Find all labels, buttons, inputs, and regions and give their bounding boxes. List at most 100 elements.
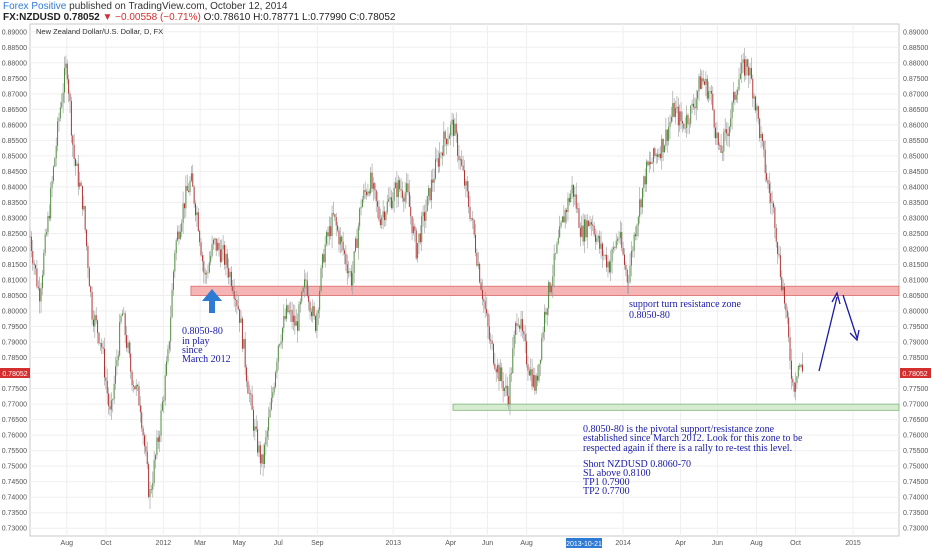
candle-body — [388, 199, 390, 202]
candle-body — [801, 364, 803, 372]
candle-body — [46, 232, 48, 235]
candle-body — [224, 245, 225, 265]
x-tick-label: May — [233, 540, 247, 547]
candle-body — [786, 310, 788, 318]
candle-body — [246, 367, 248, 382]
candle-body — [481, 289, 483, 300]
candle-body — [487, 313, 489, 327]
candle-body — [683, 123, 685, 129]
candle-body — [315, 316, 317, 331]
candle-body — [530, 369, 532, 376]
candle-body — [79, 182, 81, 187]
candle-body — [475, 234, 477, 253]
candle-body — [687, 115, 689, 124]
candle-body — [150, 489, 152, 490]
candle-body — [666, 129, 668, 141]
candle-body — [319, 290, 321, 311]
y-tick-label-left: 0.79500 — [2, 324, 27, 331]
candle-body — [159, 435, 161, 442]
candle-body — [272, 392, 274, 398]
candle-body — [155, 455, 157, 460]
candle-body — [626, 270, 628, 283]
candle-body — [284, 316, 286, 319]
zone-annotation-line-2: 0.8050-80 — [629, 310, 670, 321]
candle-body — [473, 220, 475, 235]
y-tick-label-right: 0.86000 — [903, 122, 928, 129]
candle-body — [458, 155, 460, 161]
candle-body — [225, 253, 227, 265]
candle-body — [119, 322, 121, 356]
candle-body — [120, 315, 122, 323]
candle-body — [192, 173, 194, 187]
y-tick-label-left: 0.75500 — [2, 448, 27, 455]
candle-body — [309, 301, 311, 312]
candle-body — [378, 206, 380, 220]
candle-body — [77, 163, 79, 187]
candle-body — [767, 180, 769, 184]
y-tick-label-left: 0.76500 — [2, 417, 27, 424]
candle-body — [492, 344, 494, 364]
candle-body — [184, 203, 185, 209]
candle-body — [575, 194, 577, 209]
drop-arrow-head — [849, 329, 860, 342]
candle-body — [608, 261, 610, 273]
y-tick-label-left: 0.89000 — [2, 29, 27, 36]
candle-body — [370, 172, 372, 194]
candle-body — [777, 241, 779, 254]
y-tick-label-right: 0.77000 — [903, 402, 928, 409]
y-tick-label-left: 0.85500 — [2, 138, 27, 145]
author-link[interactable]: Forex Positive — [3, 1, 67, 12]
candle-body — [121, 313, 123, 316]
y-tick-label-right: 0.79000 — [903, 340, 928, 347]
candle-body — [130, 353, 132, 372]
candle-body — [384, 211, 385, 221]
candle-body — [739, 73, 741, 80]
candle-body — [153, 459, 155, 483]
candle-body — [541, 337, 543, 360]
candle-body — [381, 217, 383, 226]
candle-body — [43, 252, 45, 276]
candle-body — [361, 199, 363, 207]
candle-body — [269, 409, 271, 418]
candle-body — [713, 109, 715, 128]
candle-body — [615, 240, 617, 248]
candle-body — [178, 231, 180, 239]
candle-body — [509, 374, 511, 405]
candle-body — [148, 464, 150, 497]
candle-body — [721, 151, 723, 153]
candle-body — [185, 185, 187, 209]
y-tick-label-left: 0.73500 — [2, 510, 27, 517]
candle-body — [331, 213, 333, 236]
candle-body — [738, 79, 740, 91]
candle-body — [217, 242, 219, 251]
candle-body — [443, 131, 445, 156]
y-tick-label-left: 0.85000 — [2, 153, 27, 160]
candle-body — [763, 140, 765, 150]
candle-body — [538, 363, 540, 381]
candle-body — [359, 208, 361, 227]
y-tick-label-left: 0.84000 — [2, 184, 27, 191]
y-tick-label-right: 0.83000 — [903, 215, 928, 222]
candle-body — [574, 194, 576, 197]
candle-body — [357, 226, 359, 248]
last-price: 0.78052 — [63, 12, 100, 23]
y-tick-label-left: 0.88500 — [2, 45, 27, 52]
candle-body — [593, 225, 595, 235]
candle-body — [228, 268, 230, 278]
candle-body — [635, 234, 637, 237]
candle-body — [734, 92, 736, 100]
candle-body — [69, 93, 71, 102]
candle-body — [680, 111, 682, 122]
y-tick-label-right: 0.77500 — [903, 386, 928, 393]
candle-body — [728, 127, 730, 137]
candle-body — [490, 339, 492, 341]
candle-body — [201, 255, 203, 262]
candle-body — [695, 98, 697, 109]
candle-body — [200, 242, 202, 256]
left-annotation-line-3: since — [182, 345, 203, 356]
candle-body — [686, 115, 688, 129]
candle-body — [462, 165, 464, 171]
candle-body — [595, 234, 597, 242]
x-tick-label: Jul — [274, 540, 283, 547]
